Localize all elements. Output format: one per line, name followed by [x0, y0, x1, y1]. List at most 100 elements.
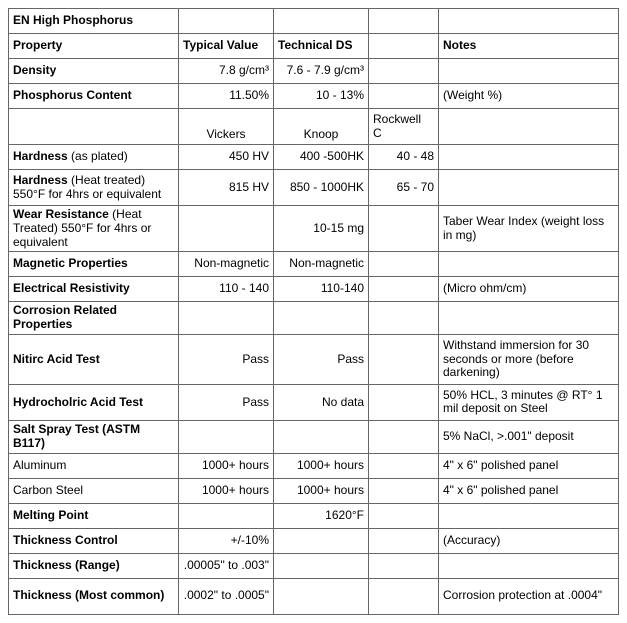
cell — [369, 384, 439, 420]
property-label: Hardness (Heat treated) 550°F for 4hrs o… — [9, 170, 179, 206]
cell — [369, 578, 439, 614]
property-label: Thickness Control — [9, 528, 179, 553]
cell — [179, 503, 274, 528]
properties-table: EN High Phosphorus Property Typical Valu… — [8, 8, 619, 615]
cell — [369, 206, 439, 252]
table-row: Magnetic Properties Non-magnetic Non-mag… — [9, 252, 619, 277]
cell: Non-magnetic — [179, 252, 274, 277]
col-header: Notes — [439, 34, 619, 59]
table-row: Hardness (as plated) 450 HV 400 -500HK 4… — [9, 145, 619, 170]
property-label: Aluminum — [9, 453, 179, 478]
cell — [439, 109, 619, 145]
cell — [274, 528, 369, 553]
cell: 50% HCL, 3 minutes @ RT° 1 mil deposit o… — [439, 384, 619, 420]
property-label: Density — [9, 59, 179, 84]
cell: 7.6 - 7.9 g/cm³ — [274, 59, 369, 84]
table-title: EN High Phosphorus — [9, 9, 179, 34]
cell: .0002" to .0005" — [179, 578, 274, 614]
cell — [369, 528, 439, 553]
cell: 1000+ hours — [179, 453, 274, 478]
property-label: Hydrocholric Acid Test — [9, 384, 179, 420]
cell: +/-10% — [179, 528, 274, 553]
table-row: Electrical Resistivity 110 - 140 110-140… — [9, 277, 619, 302]
cell — [369, 252, 439, 277]
table-row: Hardness (Heat treated) 550°F for 4hrs o… — [9, 170, 619, 206]
table-row: EN High Phosphorus — [9, 9, 619, 34]
cell: 1620°F — [274, 503, 369, 528]
cell: 10-15 mg — [274, 206, 369, 252]
table-row: Nitirc Acid Test Pass Pass Withstand imm… — [9, 334, 619, 384]
cell — [179, 420, 274, 453]
property-label: Thickness (Most common) — [9, 578, 179, 614]
property-label: Nitirc Acid Test — [9, 334, 179, 384]
cell: Withstand immersion for 30 seconds or mo… — [439, 334, 619, 384]
cell — [274, 420, 369, 453]
cell — [9, 109, 179, 145]
section-header: Corrosion Related Properties — [9, 302, 179, 335]
cell — [439, 252, 619, 277]
cell — [439, 302, 619, 335]
cell: 1000+ hours — [274, 453, 369, 478]
cell — [369, 277, 439, 302]
cell: 450 HV — [179, 145, 274, 170]
cell — [369, 334, 439, 384]
cell: 1000+ hours — [274, 478, 369, 503]
cell: No data — [274, 384, 369, 420]
cell: Vickers — [179, 109, 274, 145]
cell: (Weight %) — [439, 84, 619, 109]
cell: 815 HV — [179, 170, 274, 206]
cell: Knoop — [274, 109, 369, 145]
cell — [369, 553, 439, 578]
cell: (Micro ohm/cm) — [439, 277, 619, 302]
table-row: Thickness Control +/-10% (Accuracy) — [9, 528, 619, 553]
cell: 110 - 140 — [179, 277, 274, 302]
cell: .00005" to .003" — [179, 553, 274, 578]
label-bold: Wear Resistance — [13, 207, 109, 221]
cell — [439, 59, 619, 84]
table-row: Thickness (Most common) .0002" to .0005"… — [9, 578, 619, 614]
cell: 850 - 1000HK — [274, 170, 369, 206]
cell: 110-140 — [274, 277, 369, 302]
cell: Taber Wear Index (weight loss in mg) — [439, 206, 619, 252]
label-bold: Hardness — [13, 149, 68, 163]
property-label: Melting Point — [9, 503, 179, 528]
table-row: Aluminum 1000+ hours 1000+ hours 4" x 6"… — [9, 453, 619, 478]
cell: 11.50% — [179, 84, 274, 109]
cell: Pass — [179, 384, 274, 420]
property-label: Magnetic Properties — [9, 252, 179, 277]
cell — [274, 9, 369, 34]
table-row: Vickers Knoop RockwellC — [9, 109, 619, 145]
cell — [274, 578, 369, 614]
cell: 5% NaCl, >.001" deposit — [439, 420, 619, 453]
cell — [369, 420, 439, 453]
table-row: Carbon Steel 1000+ hours 1000+ hours 4" … — [9, 478, 619, 503]
cell — [369, 34, 439, 59]
property-label: Electrical Resistivity — [9, 277, 179, 302]
table-row: Hydrocholric Acid Test Pass No data 50% … — [9, 384, 619, 420]
cell-text: C — [373, 126, 382, 140]
table-row: Property Typical Value Technical DS Note… — [9, 34, 619, 59]
label-rest: (as plated) — [68, 149, 128, 163]
table-row: Melting Point 1620°F — [9, 503, 619, 528]
col-header: Property — [9, 34, 179, 59]
cell — [369, 302, 439, 335]
table-row: Phosphorus Content 11.50% 10 - 13% (Weig… — [9, 84, 619, 109]
cell — [369, 478, 439, 503]
table-row: Density 7.8 g/cm³ 7.6 - 7.9 g/cm³ — [9, 59, 619, 84]
cell: Pass — [274, 334, 369, 384]
cell — [439, 9, 619, 34]
cell: (Accuracy) — [439, 528, 619, 553]
cell: 1000+ hours — [179, 478, 274, 503]
cell — [439, 145, 619, 170]
cell: 400 -500HK — [274, 145, 369, 170]
cell: RockwellC — [369, 109, 439, 145]
cell — [369, 9, 439, 34]
table-row: Wear Resistance (Heat Treated) 550°F for… — [9, 206, 619, 252]
property-label: Salt Spray Test (ASTM B117) — [9, 420, 179, 453]
cell — [369, 59, 439, 84]
cell: 7.8 g/cm³ — [179, 59, 274, 84]
cell — [274, 302, 369, 335]
table-row: Thickness (Range) .00005" to .003" — [9, 553, 619, 578]
cell: 40 - 48 — [369, 145, 439, 170]
cell — [439, 553, 619, 578]
